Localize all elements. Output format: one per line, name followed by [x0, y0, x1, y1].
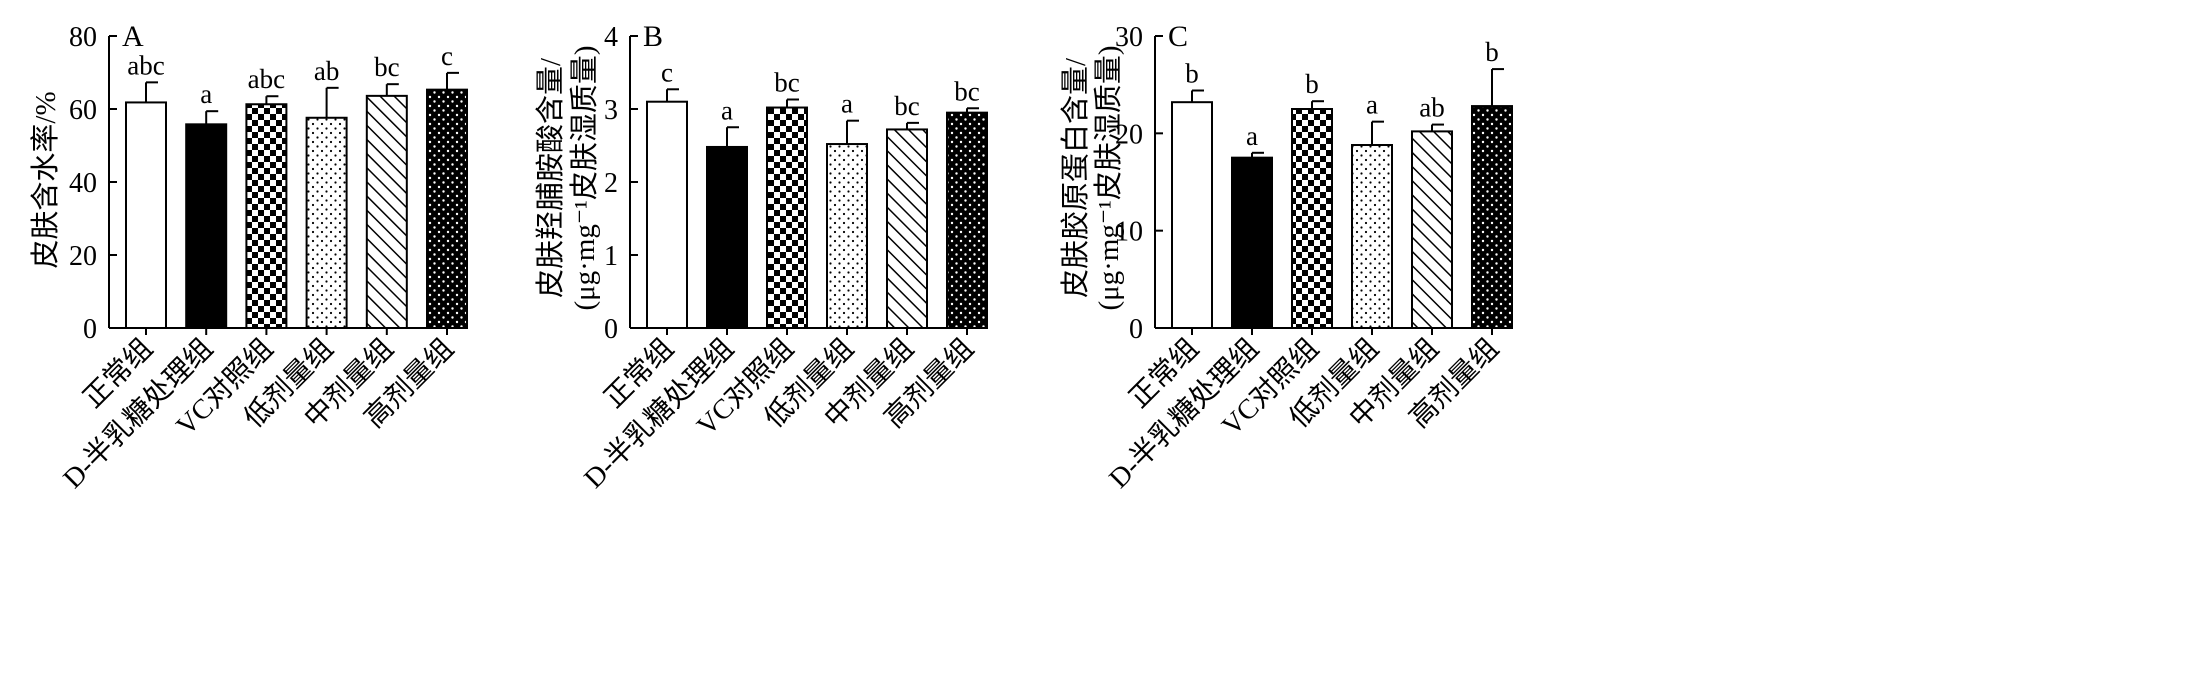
bar-dark-dotted: [426, 88, 469, 329]
significance-label: a: [1246, 121, 1258, 151]
y-tick-label: 3: [604, 95, 618, 126]
y-tick-label: 0: [83, 314, 97, 345]
bar-open: [125, 101, 167, 330]
y-tick-label: 20: [1115, 119, 1143, 150]
bar-solid: [1231, 156, 1273, 329]
y-tick-label: 80: [69, 22, 97, 53]
bar-dotted: [826, 143, 868, 329]
bar-checker: [766, 106, 808, 330]
significance-label: a: [841, 89, 853, 119]
y-tick-label: 0: [1129, 314, 1143, 345]
y-tick-label: 30: [1115, 22, 1143, 53]
y-tick-label: 0: [604, 314, 618, 345]
significance-label: ab: [314, 56, 339, 86]
bar-dotted: [1351, 144, 1393, 329]
significance-label: c: [661, 57, 673, 87]
y-tick-label: 2: [604, 168, 618, 199]
bar-open: [646, 100, 688, 329]
y-axis-label: 皮肤胶原蛋白含量/: [1059, 57, 1092, 298]
bar-hatched: [886, 128, 928, 329]
bar-dark-dotted: [946, 111, 988, 330]
significance-label: a: [200, 79, 212, 109]
y-tick-label: 4: [604, 22, 618, 53]
y-axis-label: 皮肤羟脯胺酸含量/: [534, 57, 567, 298]
panel-letter: A: [122, 20, 144, 53]
significance-label: bc: [954, 76, 980, 106]
significance-label: bc: [774, 68, 800, 98]
panel-letter: C: [1168, 20, 1188, 53]
significance-label: c: [441, 41, 453, 71]
significance-label: abc: [127, 50, 164, 80]
significance-label: bc: [374, 52, 400, 82]
significance-label: ab: [1419, 93, 1444, 123]
bar-checker: [245, 103, 288, 329]
y-tick-label: 60: [69, 95, 97, 126]
y-tick-label: 10: [1115, 217, 1143, 248]
bar-hatched: [365, 94, 408, 329]
bar-dark-dotted: [1471, 105, 1513, 329]
bar-dotted: [305, 116, 348, 330]
y-axis-label-unit: (μg·mg⁻¹皮肤湿质量): [1092, 45, 1125, 310]
bar-hatched: [1411, 130, 1453, 329]
significance-label: b: [1485, 37, 1499, 67]
panel-letter: B: [643, 20, 663, 53]
significance-label: abc: [248, 64, 285, 94]
y-tick-label: 1: [604, 241, 618, 272]
bar-open: [1171, 101, 1213, 330]
significance-label: a: [721, 95, 733, 125]
y-axis-label-unit: (μg·mg⁻¹皮肤湿质量): [568, 45, 601, 310]
significance-label: bc: [894, 91, 920, 121]
bar-solid: [185, 123, 228, 329]
y-tick-label: 20: [69, 241, 97, 272]
y-axis-label: 皮肤含水率/%: [29, 91, 62, 268]
y-tick-label: 40: [69, 168, 97, 199]
significance-label: a: [1366, 90, 1378, 120]
bar-solid: [706, 145, 748, 329]
significance-label: b: [1185, 59, 1199, 89]
bar-checker: [1291, 108, 1333, 329]
significance-label: b: [1305, 69, 1319, 99]
